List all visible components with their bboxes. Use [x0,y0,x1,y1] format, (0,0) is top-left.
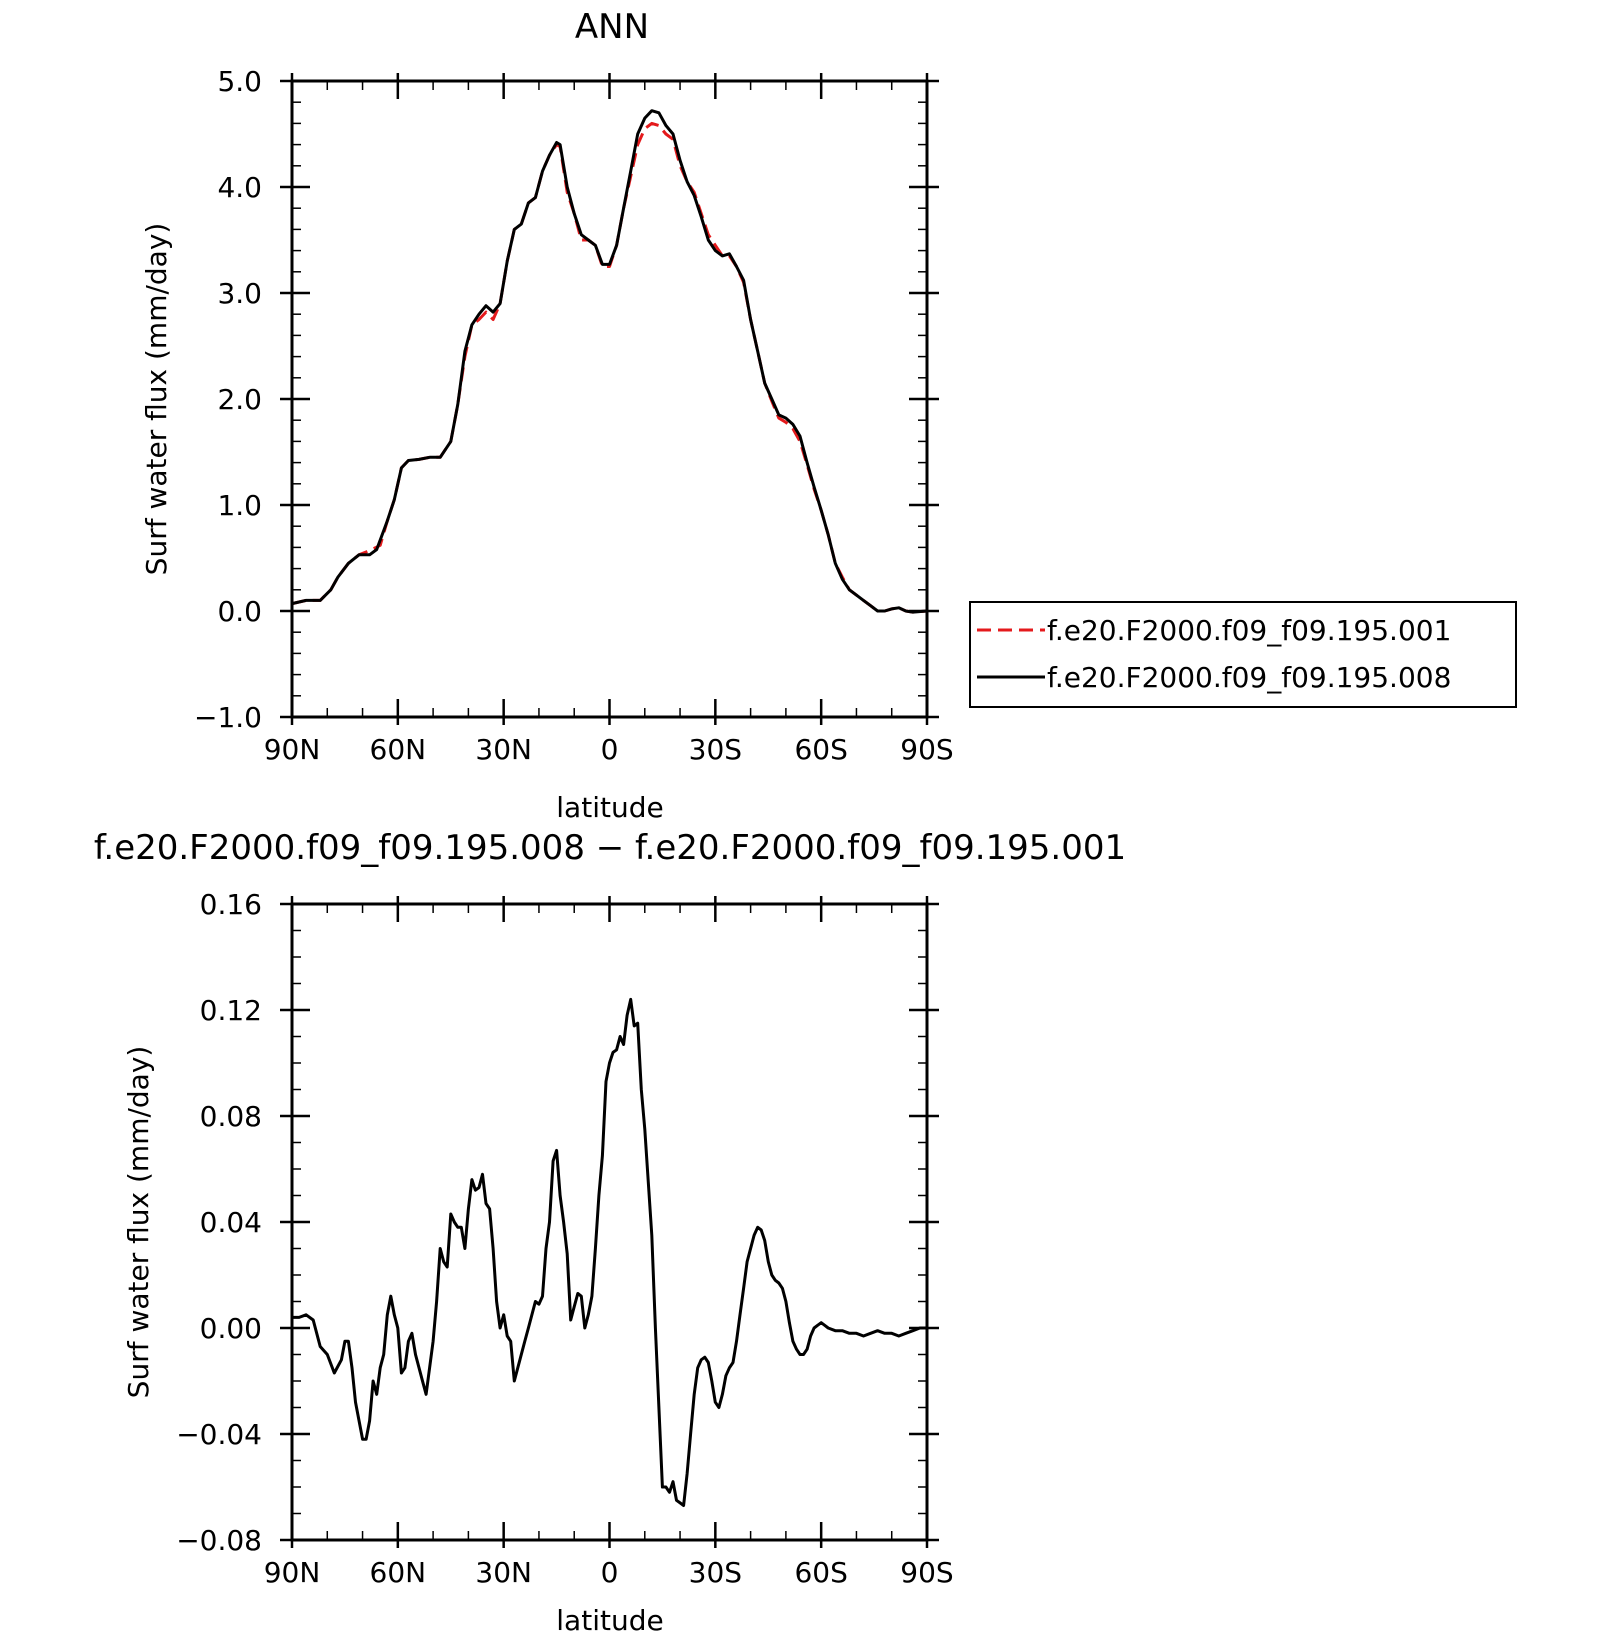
y-tick-label-bottom-2: 0.00 [200,1312,262,1345]
x-tick-label-top-0: 90N [264,733,321,766]
x-tick-label-bottom-2: 30N [475,1556,532,1589]
x-tick-label-bottom-1: 60N [370,1556,427,1589]
y-tick-label-bottom-3: 0.04 [200,1206,262,1239]
y-tick-label-bottom-0: −0.08 [176,1524,262,1557]
plot-frame-top [290,79,929,719]
y-tick-label-bottom-4: 0.08 [200,1100,262,1133]
y-tick-label-top-3: 2.0 [217,383,262,416]
legend-label-008: f.e20.F2000.f09_f09.195.008 [1047,661,1451,694]
x-axis-label-top: latitude [556,791,663,824]
x-tick-label-bottom-0: 90N [264,1556,321,1589]
y-tick-label-top-4: 3.0 [217,277,262,310]
y-tick-label-bottom-1: −0.04 [176,1418,262,1451]
x-tick-label-top-2: 30N [475,733,532,766]
series-line-bottom-1 [292,997,927,1507]
y-axis-label-top: Surf water flux (mm/day) [140,223,173,576]
x-tick-label-bottom-6: 90S [900,1556,953,1589]
legend-label-001: f.e20.F2000.f09_f09.195.001 [1047,614,1451,647]
chart-title-top: ANN [575,7,649,47]
y-tick-label-top-5: 4.0 [217,171,262,204]
legend: f.e20.F2000.f09_f09.195.001 f.e20.F2000.… [969,601,1517,708]
x-axis-label-bottom: latitude [556,1604,663,1635]
y-tick-label-bottom-5: 0.12 [200,994,262,1027]
y-axis-label-bottom: Surf water flux (mm/day) [122,1046,155,1399]
y-tick-label-top-1: 0.0 [217,595,262,628]
series-line-top-2 [291,109,928,614]
x-tick-label-top-5: 60S [794,733,847,766]
y-tick-label-top-2: 1.0 [217,489,262,522]
chart-title-bottom: f.e20.F2000.f09_f09.195.008 − f.e20.F200… [94,828,1126,868]
y-tick-label-bottom-6: 0.16 [200,888,262,921]
y-tick-label-top-0: −1.0 [194,701,262,734]
panel-top: ANN −1.0 0.0 1.0 2.0 3.0 4.0 5.0 90N 60N 30N 0 30S… [140,7,1517,824]
plot-frame-bottom [290,902,929,1542]
x-tick-label-top-1: 60N [370,733,427,766]
series-line-top-1 [291,121,928,614]
x-tick-label-bottom-4: 30S [689,1556,742,1589]
x-tick-label-bottom-3: 0 [601,1556,619,1589]
y-tick-label-top-6: 5.0 [217,65,262,98]
legend-box [969,601,1517,708]
x-tick-label-top-6: 90S [900,733,953,766]
x-tick-label-bottom-5: 60S [794,1556,847,1589]
x-tick-label-top-3: 0 [601,733,619,766]
panel-bottom: f.e20.F2000.f09_f09.195.008 − f.e20.F200… [94,828,1126,1635]
x-tick-label-top-4: 30S [689,733,742,766]
